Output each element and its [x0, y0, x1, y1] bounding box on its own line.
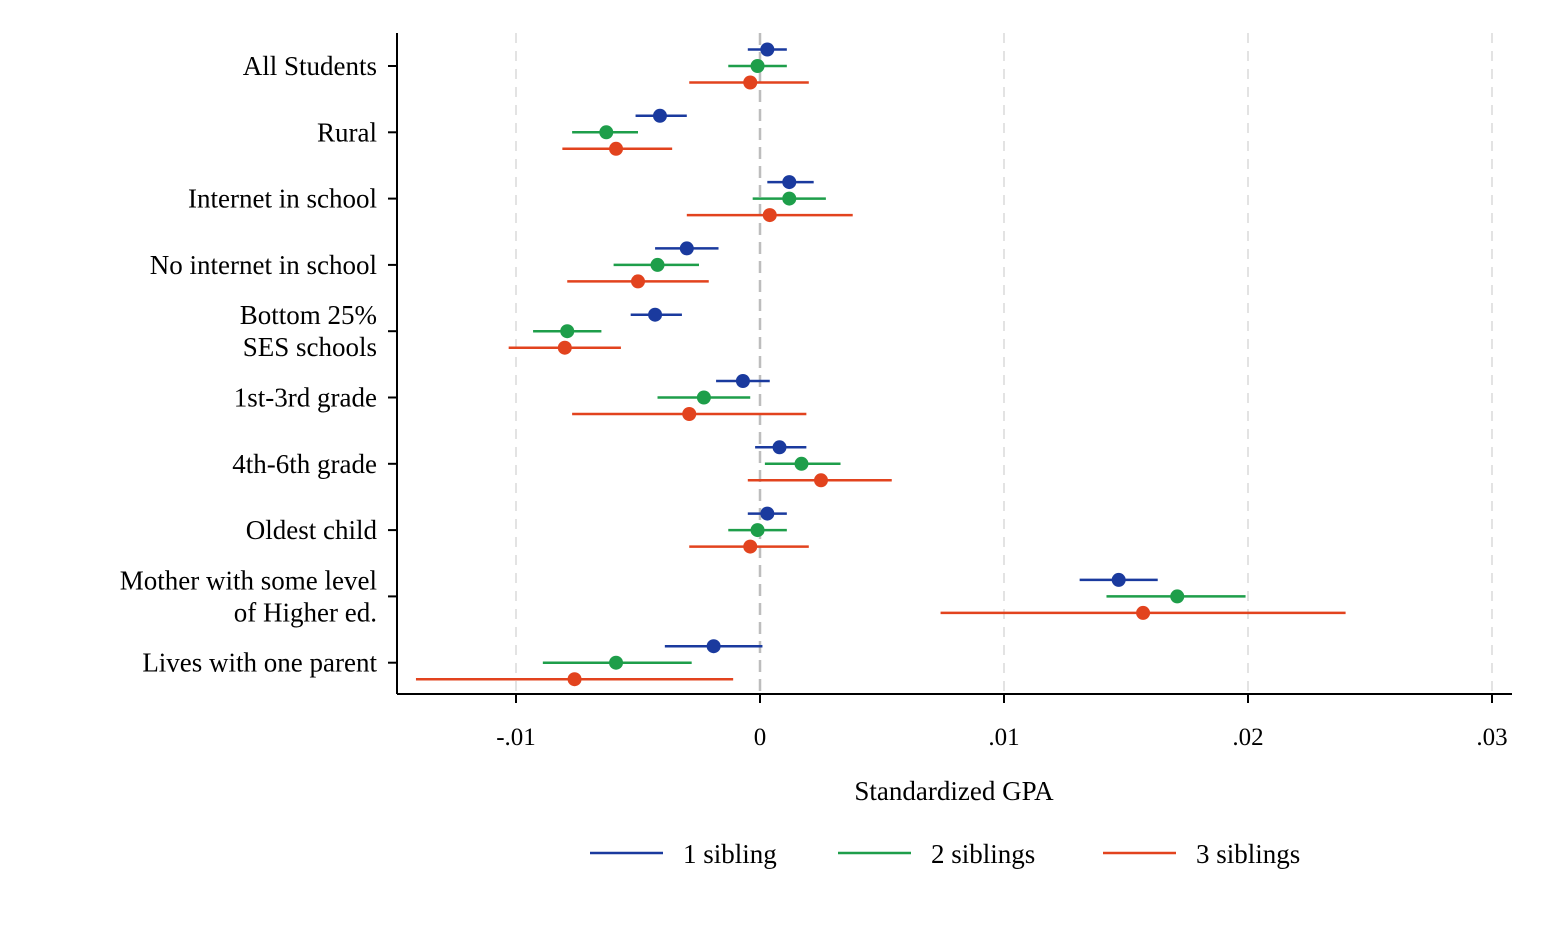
category-label: No internet in school [150, 250, 377, 280]
point-estimate [631, 274, 645, 289]
point-estimate [599, 125, 614, 140]
legend: 1 sibling 2 siblings 3 siblings [590, 839, 1300, 869]
point-estimate [1170, 589, 1185, 604]
point-estimate [682, 407, 697, 421]
point-estimate [679, 241, 694, 256]
point-estimate [706, 639, 721, 654]
category-label: Lives with one parent [142, 648, 377, 678]
point-estimate [609, 141, 624, 156]
legend-label: 1 sibling [683, 839, 777, 869]
point-estimate [762, 208, 777, 223]
point-estimate [760, 42, 775, 57]
grid-lines [515, 33, 1493, 694]
x-tick-label: 0 [754, 724, 767, 751]
point-estimate [567, 672, 582, 687]
category-label: SES schools [243, 332, 377, 362]
point-estimate [696, 390, 711, 405]
category-label: 1st-3rd grade [234, 383, 377, 413]
point-estimate [750, 59, 765, 73]
x-axis-title: Standardized GPA [854, 776, 1054, 806]
point-estimate [648, 307, 663, 322]
point-estimate [743, 75, 758, 90]
point-estimate [557, 340, 572, 355]
point-estimate [782, 175, 797, 190]
x-tick-label: -.01 [496, 724, 536, 751]
point-estimate [782, 191, 797, 206]
point-estimate [814, 473, 828, 488]
category-label: Internet in school [188, 184, 377, 214]
category-labels: All Students Rural Internet in school No in… [120, 51, 378, 678]
plot-marks [415, 42, 1346, 687]
category-label: Oldest child [246, 515, 378, 545]
category-label: Bottom 25% [240, 300, 377, 330]
point-estimate [743, 539, 758, 554]
axes: -.01 0 .01 .02 .03 [388, 33, 1512, 751]
point-estimate [609, 655, 624, 670]
x-tick-label: .02 [1232, 724, 1263, 751]
point-estimate [1111, 572, 1126, 587]
point-estimate [772, 440, 787, 455]
legend-label: 2 siblings [931, 839, 1035, 869]
x-tick-label: .03 [1476, 724, 1507, 751]
category-label: Mother with some level [120, 565, 377, 595]
category-label: 4th-6th grade [232, 449, 377, 479]
point-estimate [760, 506, 775, 521]
point-estimate [794, 456, 809, 471]
point-estimate [652, 108, 667, 123]
point-estimate [560, 324, 575, 339]
point-estimate [750, 523, 765, 538]
category-label: All Students [243, 51, 377, 81]
x-tick-label: .01 [988, 724, 1019, 751]
point-estimate [1136, 605, 1151, 620]
category-label: of Higher ed. [234, 597, 377, 627]
point-estimate [650, 257, 665, 272]
point-estimate [735, 374, 750, 388]
legend-label: 3 siblings [1196, 839, 1300, 869]
category-label: Rural [317, 117, 377, 147]
